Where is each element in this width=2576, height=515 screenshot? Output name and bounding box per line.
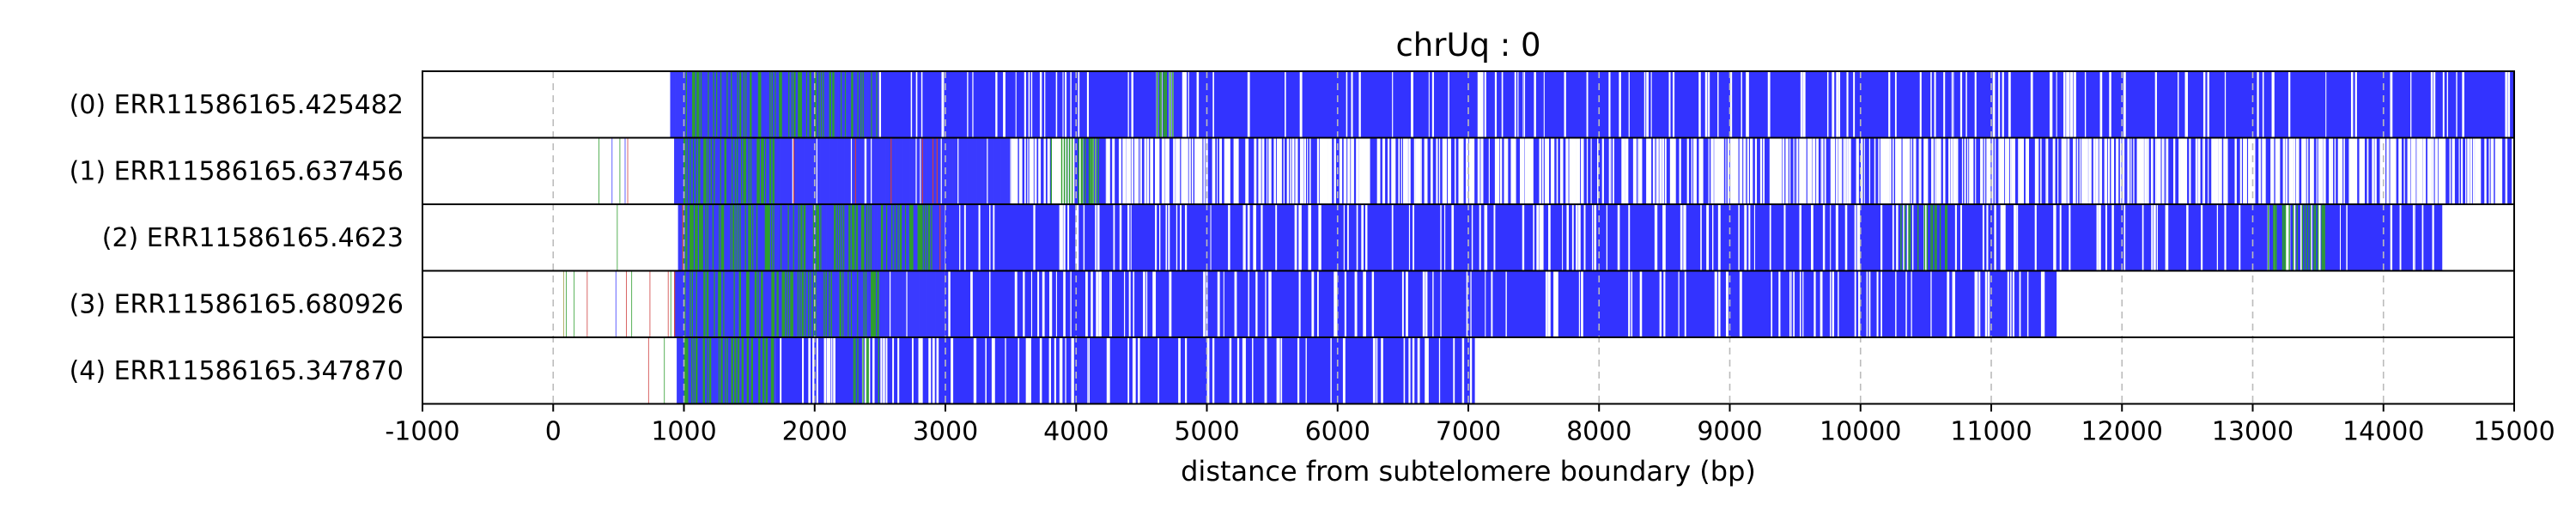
read-track-2 (422, 204, 2514, 271)
chart-title: chrUq : 0 (1395, 27, 1540, 64)
row-labels: (0) ERR11586165.425482 (1) ERR11586165.63… (70, 90, 404, 386)
read-label-1: (1) ERR11586165.637456 (70, 156, 404, 186)
read-label-0: (0) ERR11586165.425482 (70, 90, 404, 120)
read-track-0 (422, 71, 2514, 138)
x-tick-label: 11000 (1950, 417, 2032, 447)
coverage-block (879, 72, 2514, 137)
x-tick-label: 5000 (1174, 417, 1239, 447)
x-tick-label: 15000 (2473, 417, 2555, 447)
x-tick-label: 9000 (1697, 417, 1762, 447)
read-label-2: (2) ERR11586165.4623 (102, 223, 404, 253)
x-tick-label: 3000 (913, 417, 978, 447)
coverage-block (945, 271, 2057, 336)
x-tick-label: 8000 (1566, 417, 1631, 447)
x-tick-label: 0 (545, 417, 562, 447)
read-label-4: (4) ERR11586165.347870 (70, 356, 404, 386)
x-axis: -1000 0 1000 2000 3000 4000 5000 6000 7000 8000 90… (385, 403, 2555, 447)
x-tick-label: -1000 (385, 417, 459, 447)
coverage-block (945, 205, 2443, 270)
x-tick-label: 14000 (2342, 417, 2424, 447)
x-tick-label: 7000 (1436, 417, 1501, 447)
x-tick-label: 13000 (2212, 417, 2293, 447)
x-tick-label: 6000 (1305, 417, 1370, 447)
x-tick-label: 10000 (1820, 417, 1901, 447)
read-track-4 (422, 337, 2514, 404)
read-label-3: (3) ERR11586165.680926 (70, 289, 404, 319)
x-tick-label: 1000 (651, 417, 716, 447)
x-axis-label: distance from subtelomere boundary (bp) (1181, 455, 1756, 488)
coverage-block (775, 338, 1475, 403)
grid-lines (552, 71, 2385, 404)
x-tick-label: 12000 (2081, 417, 2163, 447)
x-tick-label: 2000 (782, 417, 848, 447)
x-tick-label: 4000 (1043, 417, 1109, 447)
